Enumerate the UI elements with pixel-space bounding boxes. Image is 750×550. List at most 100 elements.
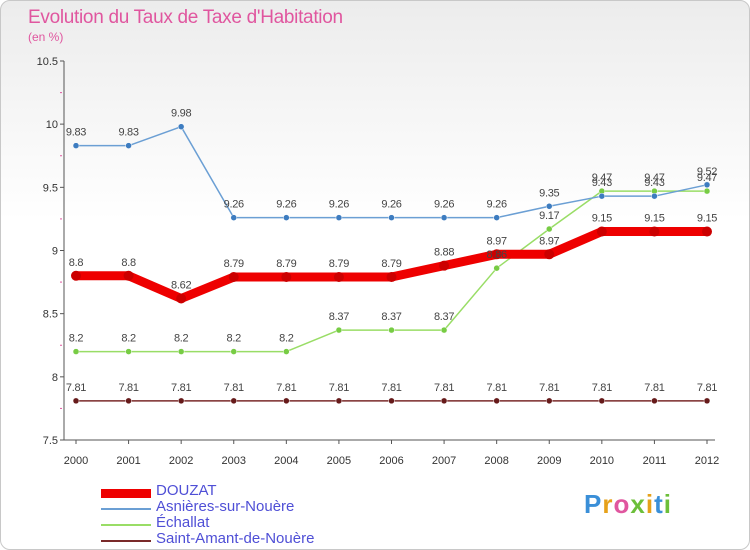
data-label: 7.81 bbox=[118, 382, 138, 394]
x-tick-label: 2006 bbox=[379, 455, 403, 467]
data-point bbox=[283, 214, 290, 221]
data-label: 8.79 bbox=[381, 258, 401, 270]
data-label: 8.86 bbox=[487, 249, 507, 261]
data-point bbox=[335, 326, 343, 334]
x-tick-label: 2001 bbox=[116, 455, 140, 467]
logo-letter: t bbox=[654, 489, 664, 519]
data-label: 9.47 bbox=[644, 172, 664, 184]
data-label: 8.2 bbox=[279, 333, 294, 345]
data-label: 9.26 bbox=[434, 199, 454, 211]
data-point bbox=[651, 192, 658, 200]
legend-label: Saint-Amant-de-Nouère bbox=[156, 530, 315, 547]
data-point bbox=[230, 214, 237, 221]
data-label: 7.81 bbox=[592, 382, 612, 394]
data-point bbox=[493, 214, 500, 221]
data-label: 9.47 bbox=[697, 172, 717, 184]
data-label: 8.79 bbox=[329, 258, 349, 270]
data-label: 7.81 bbox=[697, 382, 717, 394]
data-label: 8.37 bbox=[329, 311, 349, 323]
x-tick-label: 2009 bbox=[537, 455, 561, 467]
legend-swatch bbox=[101, 508, 151, 510]
data-label: 8.37 bbox=[434, 311, 454, 323]
legend-label: Échallat bbox=[156, 514, 210, 531]
proxiti-logo: Proxiti bbox=[584, 489, 672, 520]
data-label: 9.26 bbox=[224, 199, 244, 211]
data-label: 7.81 bbox=[276, 382, 296, 394]
y-tick-label: 10.5 bbox=[37, 56, 58, 68]
y-tick-label: 9 bbox=[52, 246, 58, 258]
data-point bbox=[703, 181, 711, 189]
data-point bbox=[598, 397, 606, 405]
y-tick-label: 8 bbox=[52, 372, 58, 384]
data-point bbox=[544, 249, 555, 260]
data-label: 9.15 bbox=[592, 213, 612, 225]
data-point bbox=[335, 397, 343, 405]
data-label: 8.62 bbox=[171, 280, 191, 292]
data-label: 9.26 bbox=[381, 199, 401, 211]
data-label: 9.43 bbox=[592, 177, 612, 189]
data-point bbox=[72, 142, 80, 149]
data-point bbox=[177, 123, 185, 130]
legend-swatch bbox=[101, 524, 151, 526]
data-point bbox=[598, 192, 606, 200]
data-label: 8.37 bbox=[381, 311, 401, 323]
data-point bbox=[125, 348, 132, 355]
data-point bbox=[71, 270, 81, 281]
data-point bbox=[649, 226, 660, 237]
x-tick-label: 2011 bbox=[643, 455, 667, 467]
data-label: 8.79 bbox=[224, 258, 244, 270]
data-label: 9.83 bbox=[118, 127, 138, 139]
data-label: 9.35 bbox=[539, 187, 559, 199]
data-point bbox=[440, 397, 448, 405]
y-tick-label: 10 bbox=[46, 119, 58, 131]
data-point bbox=[493, 397, 500, 405]
x-tick-label: 2003 bbox=[222, 455, 246, 467]
data-point bbox=[439, 260, 450, 271]
data-point bbox=[281, 272, 292, 283]
data-label: 8.79 bbox=[276, 258, 296, 270]
data-label: 7.81 bbox=[224, 382, 244, 394]
data-point bbox=[440, 214, 448, 221]
data-label: 9.15 bbox=[644, 213, 664, 225]
data-point bbox=[386, 272, 397, 283]
data-point bbox=[335, 214, 343, 221]
x-tick-label: 2005 bbox=[327, 455, 351, 467]
y-tick-label: 9.5 bbox=[43, 182, 58, 194]
logo-letter: r bbox=[602, 489, 614, 519]
data-label: 8.8 bbox=[121, 257, 136, 269]
data-point bbox=[228, 272, 239, 283]
logo-letter: i bbox=[645, 489, 655, 519]
data-point bbox=[177, 348, 185, 355]
data-point bbox=[177, 397, 185, 405]
data-point bbox=[703, 187, 711, 195]
data-label: 9.52 bbox=[697, 166, 717, 178]
data-point bbox=[703, 397, 711, 405]
data-point bbox=[72, 397, 80, 405]
legend-label: DOUZAT bbox=[156, 482, 217, 499]
data-point bbox=[596, 226, 607, 237]
logo-letter: x bbox=[630, 489, 646, 519]
x-tick-label: 2008 bbox=[484, 455, 508, 467]
data-point bbox=[546, 225, 553, 233]
data-point bbox=[230, 348, 237, 355]
y-tick-label: 7.5 bbox=[43, 435, 58, 447]
legend-swatch bbox=[101, 540, 151, 542]
data-point bbox=[491, 249, 502, 260]
data-point bbox=[702, 226, 712, 237]
data-label: 9.43 bbox=[644, 177, 664, 189]
data-point bbox=[388, 397, 395, 405]
legend-label: Asnières-sur-Nouère bbox=[156, 498, 295, 515]
data-point bbox=[546, 203, 553, 210]
data-point bbox=[125, 142, 132, 149]
data-label: 7.81 bbox=[381, 382, 401, 394]
x-tick-label: 2010 bbox=[590, 455, 614, 467]
data-label: 8.88 bbox=[434, 247, 454, 259]
data-point bbox=[125, 397, 132, 405]
data-point bbox=[176, 293, 187, 304]
data-label: 9.98 bbox=[171, 108, 191, 120]
data-point bbox=[230, 397, 237, 405]
x-tick-label: 2000 bbox=[64, 455, 88, 467]
data-label: 7.81 bbox=[644, 382, 664, 394]
data-label: 7.81 bbox=[66, 382, 86, 394]
